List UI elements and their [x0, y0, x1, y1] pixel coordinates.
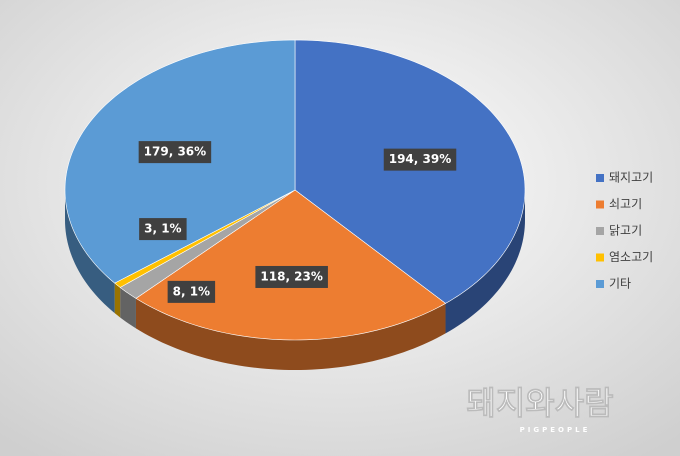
slice-side [120, 287, 136, 329]
pie: 194, 39% 118, 23% 8, 1% 3, 1% 179, 36% [64, 39, 526, 370]
legend-label: 쇠고기 [609, 197, 642, 211]
legend-swatch [596, 200, 604, 209]
slice-side [65, 190, 115, 314]
legend-label: 닭고기 [609, 224, 642, 238]
label-box [255, 265, 328, 288]
legend-swatch [596, 174, 604, 182]
legend-label: 기타 [609, 277, 631, 291]
slice [119, 189, 296, 299]
legend-label: 염소고기 [609, 250, 653, 264]
label-box [167, 280, 216, 303]
data-label: 194, 39% [389, 152, 452, 166]
slice-side [114, 283, 121, 318]
label-box [383, 148, 457, 171]
legend-label: 돼지고기 [609, 171, 653, 185]
slice-side [445, 190, 525, 334]
legend-swatch [596, 253, 604, 262]
label-box [139, 218, 187, 241]
slice-side [135, 298, 446, 370]
legend-swatch [596, 280, 604, 288]
slice [294, 39, 526, 304]
label-box [138, 141, 212, 164]
data-label: 118, 23% [260, 269, 323, 283]
watermark: 돼지와사람 [466, 384, 613, 422]
legend-swatch [596, 227, 604, 235]
data-label: 179, 36% [144, 145, 207, 159]
data-label: 8, 1% [173, 284, 210, 298]
data-label: 3, 1% [144, 222, 181, 236]
watermark-sub: PIGPEOPLE [520, 426, 591, 434]
